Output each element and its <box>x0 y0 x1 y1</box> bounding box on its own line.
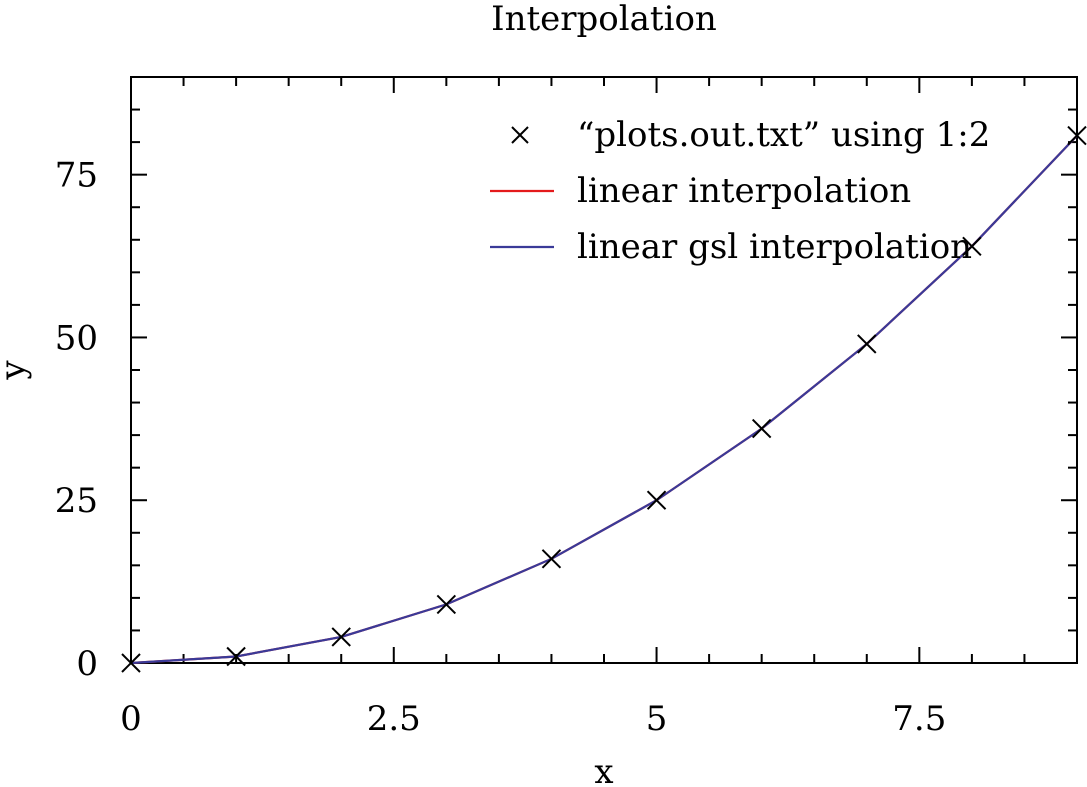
x-tick-label: 7.5 <box>892 699 946 739</box>
y-tick-label: 25 <box>55 481 98 521</box>
legend-entry: “plots.out.txt” using 1:2 <box>511 115 990 155</box>
series-line <box>130 134 1078 665</box>
axis-ticks <box>130 76 1078 664</box>
axis-tick-labels: 0 2.5 5 7.5 0 25 50 75 <box>55 156 947 739</box>
data-point-marker <box>436 594 457 615</box>
x-axis-label: x <box>594 752 613 787</box>
legend-entry: linear gsl interpolation <box>490 227 972 267</box>
data-point-marker <box>962 236 982 256</box>
data-point-marker <box>541 549 562 569</box>
legend-entry: linear interpolation <box>490 171 911 211</box>
chart-title: Interpolation <box>491 0 717 39</box>
plot-frame <box>130 76 1078 664</box>
data-point-marker <box>331 627 351 647</box>
data-point-marker <box>121 653 141 673</box>
legend-label: linear interpolation <box>577 171 911 211</box>
x-tick-label: 5 <box>646 699 668 739</box>
legend-label: “plots.out.txt” using 1:2 <box>577 115 990 155</box>
data-point-marker <box>646 490 667 510</box>
series-line <box>130 134 1078 665</box>
y-tick-label: 50 <box>55 318 98 358</box>
legend-label: linear gsl interpolation <box>577 227 972 267</box>
x-tick-label: 2.5 <box>367 699 421 739</box>
series-layer <box>121 125 1087 673</box>
data-point-marker <box>751 418 772 439</box>
legend: “plots.out.txt” using 1:2 linear interpol… <box>490 115 990 267</box>
y-axis-label: y <box>0 360 33 381</box>
y-tick-label: 0 <box>76 644 98 684</box>
legend-marker-cross <box>511 126 529 144</box>
x-tick-label: 0 <box>120 699 142 739</box>
data-point-marker <box>1067 125 1087 146</box>
data-point-marker <box>857 334 877 354</box>
data-point-marker <box>226 646 246 667</box>
y-tick-label: 75 <box>55 156 98 196</box>
